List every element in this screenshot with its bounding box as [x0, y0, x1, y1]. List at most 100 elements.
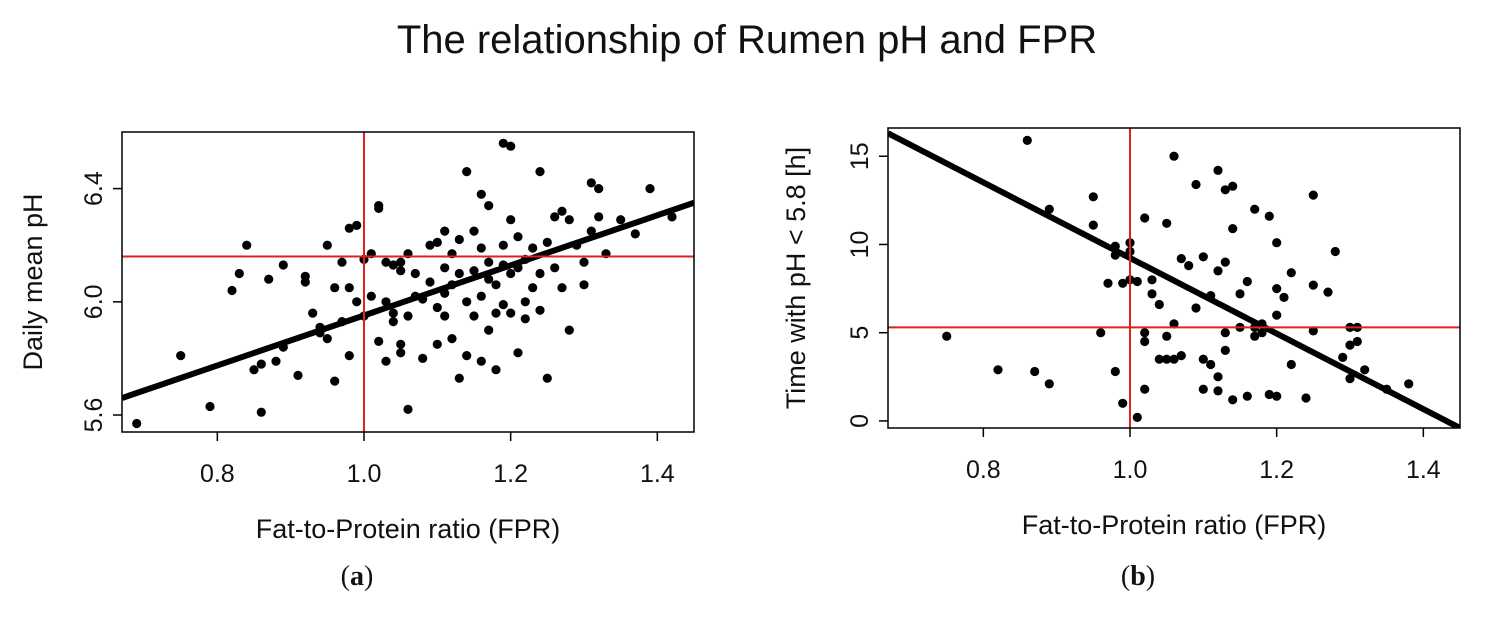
data-point — [476, 291, 486, 301]
data-point — [403, 311, 413, 321]
data-point — [374, 336, 384, 346]
x-tick-label: 1.4 — [640, 460, 675, 488]
data-point — [418, 353, 428, 363]
data-point — [491, 280, 501, 290]
x-tick-label: 1.0 — [1113, 456, 1148, 484]
data-point — [388, 260, 398, 270]
data-point — [1242, 276, 1252, 287]
data-point — [1162, 354, 1172, 364]
x-tick-label: 1.4 — [1406, 456, 1441, 484]
data-point — [1213, 266, 1223, 276]
data-point — [1154, 299, 1164, 310]
data-point — [1132, 412, 1142, 422]
data-point — [535, 268, 545, 279]
data-point — [388, 317, 398, 327]
data-point — [506, 215, 516, 225]
data-point — [535, 305, 545, 315]
data-point — [542, 373, 552, 383]
data-point — [388, 308, 398, 318]
data-point — [1118, 278, 1128, 288]
data-point — [205, 401, 215, 412]
y-axis-title: Time with pH < 5.8 [h] — [781, 147, 811, 409]
data-point — [374, 201, 384, 211]
data-point — [1169, 319, 1179, 329]
data-point — [630, 229, 640, 239]
data-point — [381, 257, 391, 267]
data-point — [293, 370, 303, 380]
data-point — [1154, 354, 1164, 364]
data-point — [942, 331, 952, 341]
data-point — [1352, 336, 1362, 347]
data-point — [1162, 331, 1172, 341]
data-point — [1220, 257, 1230, 267]
data-point — [484, 325, 494, 335]
data-point — [528, 283, 538, 293]
data-point — [469, 266, 479, 276]
data-point — [1338, 352, 1348, 362]
data-point — [993, 365, 1003, 375]
data-point — [1169, 354, 1179, 364]
data-point — [506, 308, 516, 318]
data-point — [1022, 135, 1032, 145]
data-point — [256, 407, 266, 417]
data-point — [557, 206, 567, 216]
x-tick-label: 1.2 — [493, 460, 528, 488]
data-point — [513, 232, 523, 242]
x-axis-title: Fat-to-Protein ratio (FPR) — [1022, 510, 1327, 540]
data-point — [1176, 254, 1186, 264]
plot-frame — [887, 127, 1461, 429]
data-point — [1272, 284, 1282, 294]
data-point — [469, 311, 479, 321]
data-point — [1198, 384, 1208, 394]
data-point — [1264, 389, 1274, 400]
data-point — [337, 257, 347, 267]
y-tick-label: 0 — [846, 414, 874, 428]
x-axis-title: Fat-to-Protein ratio (FPR) — [256, 514, 561, 544]
data-point — [579, 257, 589, 267]
data-point — [344, 351, 354, 361]
data-point — [484, 257, 494, 267]
data-point — [1140, 213, 1150, 223]
chart-title: The relationship of Rumen pH and FPR — [396, 18, 1098, 62]
data-point — [564, 215, 574, 225]
data-point — [1308, 280, 1318, 290]
data-point — [462, 297, 472, 307]
data-point — [462, 351, 472, 361]
panel-label: (a) — [341, 561, 374, 592]
data-point — [322, 240, 332, 250]
data-point — [440, 226, 450, 236]
data-point — [454, 268, 464, 279]
data-point — [645, 184, 655, 194]
data-point — [513, 348, 523, 358]
data-point — [1220, 345, 1230, 355]
data-point — [1103, 278, 1113, 288]
data-point — [1279, 292, 1289, 302]
data-point — [1030, 366, 1040, 377]
data-point — [396, 257, 406, 267]
plot-frame — [121, 131, 695, 433]
data-point — [1140, 336, 1150, 347]
data-point — [1272, 238, 1282, 248]
panel-label: (b) — [1121, 561, 1155, 592]
data-point — [1286, 268, 1296, 278]
x-tick-label: 1.0 — [347, 460, 382, 488]
data-point — [1286, 359, 1296, 370]
panel-label-close-paren: ) — [1146, 561, 1155, 592]
data-point — [484, 201, 494, 211]
data-point — [520, 314, 530, 324]
data-point — [271, 356, 281, 366]
data-point — [550, 263, 560, 273]
data-points — [132, 138, 677, 429]
data-point — [594, 212, 604, 222]
data-point — [1345, 374, 1355, 384]
data-points — [942, 135, 1414, 422]
data-point — [498, 240, 508, 250]
data-point — [425, 240, 435, 250]
data-point — [1132, 276, 1142, 287]
data-point — [520, 297, 530, 307]
data-point — [1272, 391, 1282, 401]
data-point — [528, 243, 538, 253]
data-point — [484, 274, 494, 284]
data-point — [454, 373, 464, 383]
data-point — [1242, 391, 1252, 401]
